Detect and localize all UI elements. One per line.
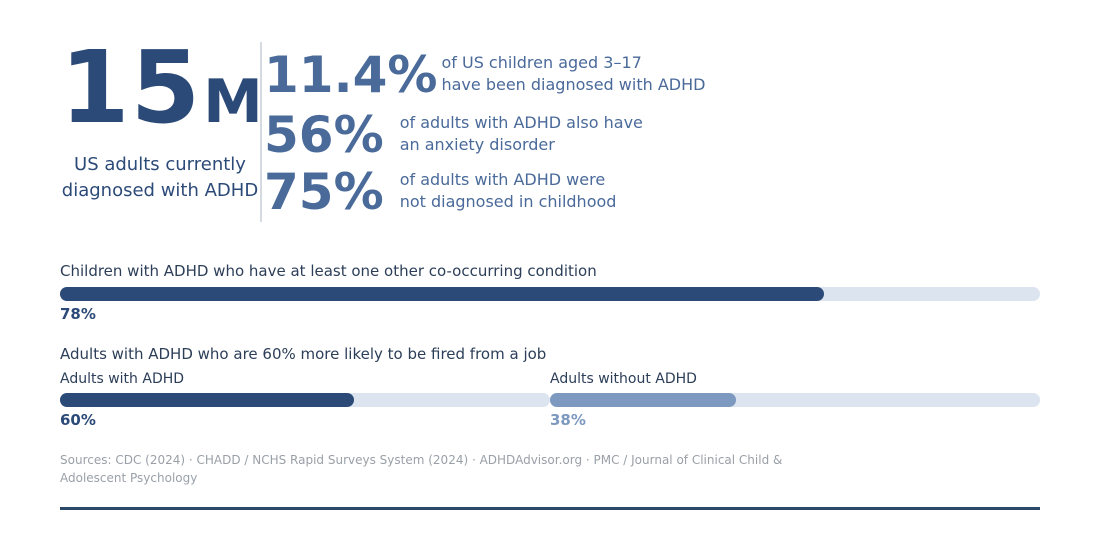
stat-description-line: have been diagnosed with ADHD [441,75,706,94]
series-label-without-adhd: Adults without ADHD [550,371,697,387]
stat-children-diagnosed: 11.4% of US children aged 3–17 have been… [264,50,705,100]
data-label-co-occurring: 78% [60,305,96,323]
stat-value: 11.4% [264,46,438,104]
stat-description: of adults with ADHD also have an anxiety… [400,110,643,156]
progress-fill-co-occurring [60,287,825,301]
bottom-rule [60,507,1040,510]
stat-description-line: not diagnosed in childhood [399,192,617,211]
progress-fill-without-adhd [550,393,737,407]
progress-fill-with-adhd [60,393,354,407]
chart-title-fired: Adults with ADHD who are 60% more likely… [60,345,547,363]
stat-value: 56% [264,106,384,164]
hero-caption: US adults currently diagnosed with ADHD [61,154,259,201]
progress-track-with-adhd [60,393,550,407]
hero-number-unit: M [203,67,263,137]
stat-description: of US children aged 3–17 have been diagn… [441,50,705,96]
stat-description: of adults with ADHD were not diagnosed i… [400,167,617,213]
stat-description-line: an anxiety disorder [399,135,555,154]
chart-title-co-occurring: Children with ADHD who have at least one… [60,262,597,280]
progress-track-co-occurring [60,287,1040,301]
data-label-without-adhd: 38% [550,411,586,429]
stat-value: 75% [264,163,384,221]
hero-stat: 15M US adults currently diagnosed with A… [60,38,263,204]
stat-not-diagnosed-childhood: 75% of adults with ADHD were not diagnos… [264,167,616,217]
sources-footnote: Sources: CDC (2024) · CHADD / NCHS Rapid… [60,453,783,485]
series-label-with-adhd: Adults with ADHD [60,371,185,387]
progress-track-without-adhd [550,393,1040,407]
hero-number: 15M [60,38,263,138]
stat-description-line: of adults with ADHD were [399,170,606,189]
stat-anxiety: 56% of adults with ADHD also have an anx… [264,110,643,160]
data-label-with-adhd: 60% [60,411,96,429]
stat-description-line: of US children aged 3–17 [441,53,642,72]
hero-number-value: 15 [60,29,202,146]
stat-description-line: of adults with ADHD also have [399,113,643,132]
vertical-divider [260,42,262,222]
